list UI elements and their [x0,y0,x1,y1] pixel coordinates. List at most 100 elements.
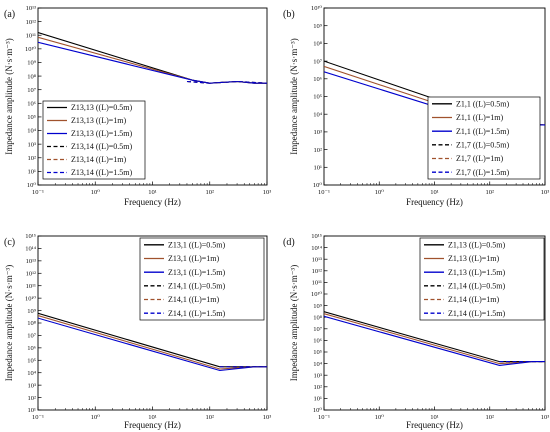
y-tick-label: 10⁹ [313,23,323,30]
series-line [38,41,267,84]
y-tick-label: 10⁸ [27,320,37,327]
series-line [38,36,267,84]
chart-panel-3: (c) 10⁻¹ 10⁰ 10¹ 10² 10³ 10¹ 10² 10³ 10⁴ 10⁵ 10⁶ 10⁷… [4,233,271,430]
legend-entry: Z1,14 ((L)=1.5m) [448,309,506,318]
legend-box [419,237,545,321]
x-tick-label: 10⁰ [375,414,385,421]
y-tick-label: 10¹³ [26,258,36,265]
legend-entry: Z1,13 ((L)=0.5m) [448,241,506,250]
legend-entry: Z1,1 ((L)=1m) [456,113,504,122]
y-tick-label: 10⁸ [27,73,37,80]
y-tick-label: 10¹² [26,270,36,277]
y-tick-label: 10⁴ [27,370,37,377]
x-axis-label: Frequency (Hz) [124,420,181,430]
x-tick-label: 10² [206,189,215,196]
legend-entry: Z1,7 ((L)=1m) [456,154,504,163]
y-tick-label: 10⁸ [313,41,323,48]
legend: Z13,1 ((L)=0.5m) Z13,1 ((L)=1m) Z13,1 ((L)… [139,237,265,321]
x-tick-label: 10³ [541,189,550,196]
legend-entry: Z14,1 ((L)=0.5m) [168,282,226,291]
legend-entry: Z13,1 ((L)=1.5m) [168,268,226,277]
y-tick-label: 10¹⁴ [311,245,322,252]
x-tick-label: 10⁻¹ [32,189,44,196]
legend-entry: Z1,14 ((L)=1m) [448,295,500,304]
legend-entry: Z13,13 ((L)=1m) [71,116,127,125]
panel-letter: (a) [4,9,15,20]
x-axis-label: Frequency (Hz) [406,420,463,430]
x-tick-label: 10⁰ [91,414,101,421]
y-tick-label: 10⁴ [27,128,37,135]
legend-entry: Z13,14 ((L)=1m) [71,155,127,164]
legend-entry: Z1,13 ((L)=1m) [448,254,500,263]
legend-entry: Z1,7 ((L)=1.5m) [456,168,510,177]
legend-box [427,96,541,180]
panel-letter: (b) [283,9,295,20]
x-tick-label: 10¹ [148,414,157,421]
y-tick-label: 10¹¹ [26,32,36,39]
x-tick-label: 10¹ [430,189,439,196]
legend-entry: Z13,13 ((L)=0.5m) [71,103,133,112]
x-tick-label: 10⁻¹ [318,414,330,421]
y-tick-label: 10² [314,384,323,391]
legend-entry: Z1,7 ((L)=0.5m) [456,141,510,150]
y-tick-label: 10¹⁰ [311,291,322,298]
y-tick-label: 10¹⁵ [25,233,36,240]
y-tick-label: 10⁴ [313,361,323,368]
y-tick-label: 10⁷ [313,326,322,333]
chart-panel-4: (d)10⁻¹ 10⁰ 10¹ 10² 10³10⁰10¹10²10³10⁴10⁵10⁶… [283,233,549,430]
y-tick-label: 10² [28,395,37,402]
legend-entry: Z1,1 ((L)=0.5m) [456,100,510,109]
x-tick-label: 10² [206,414,215,421]
y-tick-label: 10⁷ [313,58,322,65]
legend-entry: Z1,13 ((L)=1.5m) [448,268,506,277]
y-tick-label: 10⁶ [313,338,322,345]
panel-letter: (d) [283,237,295,248]
y-tick-label: 10⁷ [27,87,36,94]
y-tick-label: 10⁶ [313,76,322,83]
series-line [38,312,267,368]
x-tick-label: 10² [486,414,495,421]
legend-box [139,237,265,321]
y-tick-label: 10⁹ [27,60,37,67]
chart-panel-1: (a)10⁻¹ 10⁰ 10¹ 10² 10³10⁰10¹10²10³10⁴10⁵10⁶… [4,5,271,207]
chart-panel-2: (b)10⁻¹ 10⁰ 10¹ 10² 10³10⁰10¹10²10³10⁴10⁵10⁶… [283,5,549,207]
legend-box [42,100,146,180]
y-tick-label: 10¹ [28,169,37,176]
y-tick-label: 10¹² [312,268,322,275]
legend: Z13,13 ((L)=0.5m) Z13,13 ((L)=1m) Z13,13 (… [42,100,146,180]
y-tick-label: 10¹⁴ [25,246,36,253]
legend: Z1,13 ((L)=0.5m) Z1,13 ((L)=1m) Z1,13 ((L)… [419,237,545,321]
y-tick-label: 10¹¹ [312,280,322,287]
y-tick-label: 10⁰ [313,407,323,414]
legend-entry: Z13,14 ((L)=0.5m) [71,142,133,151]
legend-entry: Z13,1 ((L)=0.5m) [168,241,226,250]
legend-entry: Z13,13 ((L)=1.5m) [71,129,133,138]
y-tick-label: 10³ [314,372,323,379]
y-tick-label: 10¹⁰ [25,295,36,302]
legend-entry: Z13,1 ((L)=1m) [168,254,220,263]
y-tick-label: 10⁹ [27,308,37,315]
y-tick-label: 10⁵ [27,357,36,364]
y-tick-label: 10⁹ [313,303,323,310]
y-tick-label: 10³ [28,141,37,148]
y-tick-label: 10⁶ [27,345,36,352]
y-tick-label: 10⁴ [313,111,323,118]
x-tick-label: 10⁰ [91,189,101,196]
legend-entry: Z14,1 ((L)=1.5m) [168,309,226,318]
y-tick-label: 10¹ [28,407,37,414]
x-tick-label: 10² [486,189,495,196]
x-axis-label: Frequency (Hz) [406,197,463,207]
y-tick-label: 10¹⁵ [311,233,322,240]
y-tick-label: 10² [28,155,37,162]
y-tick-label: 10⁰ [313,182,323,189]
series-line [38,31,267,84]
y-tick-label: 10⁵ [313,94,322,101]
legend-entry: Z1,14 ((L)=0.5m) [448,282,506,291]
y-tick-label: 10⁶ [27,101,36,108]
y-tick-label: 10⁷ [27,333,36,340]
y-axis-label: Impedance amplitude (N·s·m⁻³) [4,265,14,381]
y-tick-label: 10¹¹ [26,283,36,290]
legend-entry: Z1,1 ((L)=1.5m) [456,127,510,136]
x-tick-label: 10⁻¹ [318,189,330,196]
